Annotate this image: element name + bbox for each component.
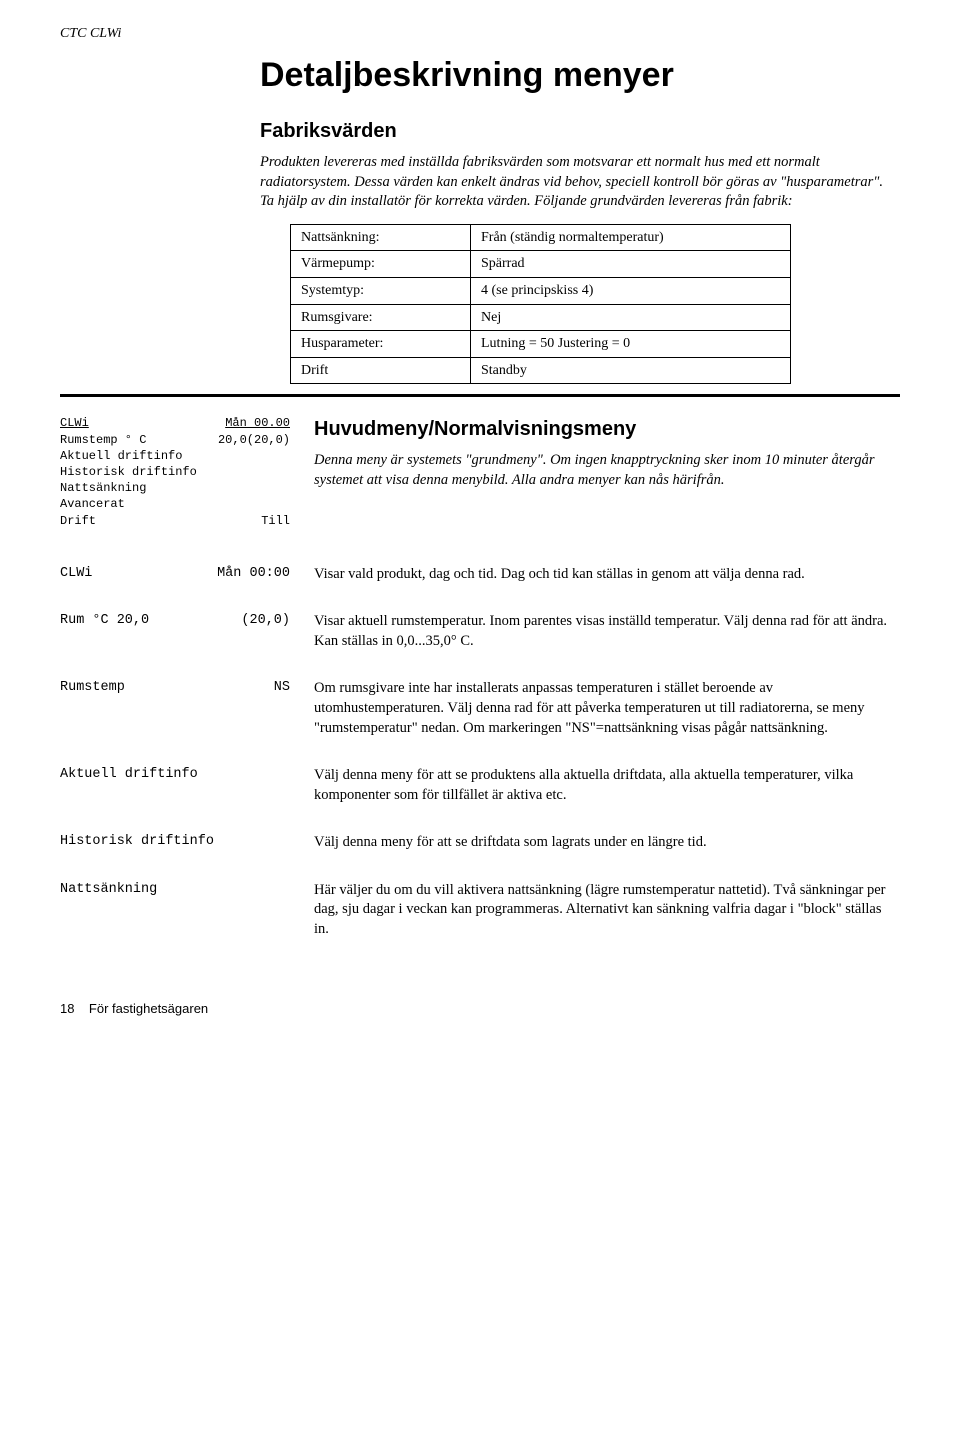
lcd-line: Nattsänkning [60,480,290,496]
section-heading-huvudmeny: Huvudmeny/Normalvisningsmeny [314,415,900,443]
table-row: Systemtyp: 4 (se principskiss 4) [291,278,791,305]
definition-term: Aktuell driftinfo [60,766,290,785]
table-cell-val: Standby [471,357,791,384]
lcd-line-left: Drift [60,513,96,529]
definition-term-left: Rum °C 20,0 [60,612,149,631]
table-row: Husparameter: Lutning = 50 Justering = 0 [291,331,791,358]
definition-term-left: Historisk driftinfo [60,833,214,852]
definition-term-left: Nattsänkning [60,881,157,900]
lcd-line: Rumstemp ° C 20,0(20,0) [60,432,290,448]
definition-row: Rum °C 20,0 (20,0) Visar aktuell rumstem… [60,612,900,651]
definition-term: CLWi Mån 00:00 [60,565,290,584]
definition-body: Välj denna meny för att se driftdata som… [314,833,707,853]
section-heading-fabriksvarden: Fabriksvärden [260,117,900,145]
definition-body: Visar vald produkt, dag och tid. Dag och… [314,565,805,585]
table-cell-key: Rumsgivare: [291,304,471,331]
definition-term: Historisk driftinfo [60,833,290,852]
definition-row: Historisk driftinfo Välj denna meny för … [60,833,900,853]
table-cell-val: Spärrad [471,251,791,278]
header-product-label: CTC CLWi [60,24,900,44]
table-row: Rumsgivare: Nej [291,304,791,331]
definition-term: Rumstemp NS [60,679,290,698]
definition-body: Här väljer du om du vill aktivera nattsä… [314,881,900,940]
section-divider [60,394,900,397]
definition-term-right: (20,0) [241,612,290,631]
definition-body: Visar aktuell rumstemperatur. Inom paren… [314,612,900,651]
table-cell-val: Nej [471,304,791,331]
fabriksvarden-table: Nattsänkning: Från (ständig normaltemper… [290,224,791,385]
table-cell-val: 4 (se principskiss 4) [471,278,791,305]
huvudmeny-intro: Denna meny är systemets "grundmeny". Om … [314,451,900,490]
lcd-preview: CLWi Mån 00.00 Rumstemp ° C 20,0(20,0) A… [60,415,290,528]
definition-row: Aktuell driftinfo Välj denna meny för at… [60,766,900,805]
definition-term-left: Rumstemp [60,679,125,698]
definition-term: Rum °C 20,0 (20,0) [60,612,290,631]
definition-term-right: NS [274,679,290,698]
table-cell-key: Husparameter: [291,331,471,358]
lcd-line: Historisk driftinfo [60,464,290,480]
definition-term-left: Aktuell driftinfo [60,766,198,785]
definition-row: Rumstemp NS Om rumsgivare inte har insta… [60,679,900,738]
definition-term-right: Mån 00:00 [217,565,290,584]
table-cell-key: Nattsänkning: [291,224,471,251]
lcd-line: Aktuell driftinfo [60,448,290,464]
definition-row: CLWi Mån 00:00 Visar vald produkt, dag o… [60,565,900,585]
definition-row: Nattsänkning Här väljer du om du vill ak… [60,881,900,940]
table-row: Värmepump: Spärrad [291,251,791,278]
definition-term-left: CLWi [60,565,92,584]
table-row: Drift Standby [291,357,791,384]
table-cell-key: Värmepump: [291,251,471,278]
table-cell-key: Systemtyp: [291,278,471,305]
lcd-top-line: CLWi Mån 00.00 [60,415,290,431]
lcd-line: Avancerat [60,496,290,512]
lcd-top-right: Mån 00.00 [225,415,290,431]
page-title: Detaljbeskrivning menyer [260,52,900,100]
table-cell-key: Drift [291,357,471,384]
table-cell-val: Från (ständig normaltemperatur) [471,224,791,251]
footer-section-label: För fastighetsägaren [89,1001,208,1016]
lcd-line-right: Till [261,513,290,529]
definition-body: Välj denna meny för att se produktens al… [314,766,900,805]
table-row: Nattsänkning: Från (ständig normaltemper… [291,224,791,251]
definition-body: Om rumsgivare inte har installerats anpa… [314,679,900,738]
definition-term: Nattsänkning [60,881,290,900]
lcd-line: Drift Till [60,513,290,529]
page-footer: 18 För fastighetsägaren [60,1000,900,1018]
fabriksvarden-intro: Produkten levereras med inställda fabrik… [260,153,900,212]
lcd-line-right: 20,0(20,0) [218,432,290,448]
page-number: 18 [60,1001,74,1016]
table-cell-val: Lutning = 50 Justering = 0 [471,331,791,358]
lcd-top-left: CLWi [60,415,89,431]
lcd-line-left: Rumstemp ° C [60,432,146,448]
